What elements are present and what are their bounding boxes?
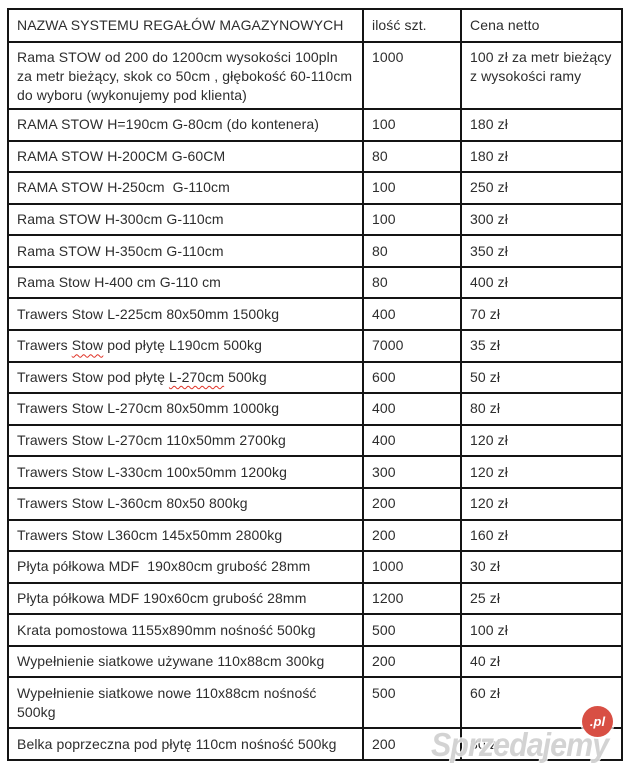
product-name-cell: Trawers Stow L-270cm 110x50mm 2700kg [7,423,364,458]
table-row: Trawers Stow L360cm 145x50mm 2800kg 200 16… [7,518,623,553]
price-cell: 50 zł [460,360,623,395]
table-row: Płyta półkowa MDF 190x80cm grubość 28mm 1… [7,550,623,584]
product-name-cell: Belka poprzeczna pod płytę 110cm nośność… [7,727,364,761]
table-row: Trawers Stow L-225cm 80x50mm 1500kg 400 70… [7,297,623,332]
product-name-cell: Rama STOW od 200 do 1200cm wysokości 100… [7,41,364,110]
quantity-cell: 100 [362,202,462,237]
price-cell: 120 zł [460,455,623,489]
quantity-cell: 300 [362,455,462,489]
price-table: NAZWA SYSTEMU REGAŁÓW MAGAZYNOWYCH ilość… [7,8,623,761]
price-cell: 30 zł [460,550,623,584]
quantity-cell: 7000 [362,329,462,363]
product-name-cell: Wypełnienie siatkowe nowe 110x88cm nośno… [7,676,364,730]
product-name-cell: Trawers Stow pod płytę L190cm 500kg [7,329,364,363]
table-row: Wypełnienie siatkowe nowe 110x88cm nośno… [7,676,623,730]
table-row: Krata pomostowa 1155x890mm nośność 500kg… [7,613,623,647]
quantity-cell: 500 [362,613,462,647]
misspelled-word: Stow [71,337,104,354]
quantity-cell: 80 [362,265,462,300]
product-name-cell: Rama STOW H-350cm G-110cm [7,234,364,268]
price-cell: 40 zł [460,644,623,679]
price-cell: 120 zł [460,486,623,521]
product-name-cell: Trawers Stow pod płytę L-270cm 500kg [7,360,364,395]
price-cell: 25 zł [460,581,623,616]
product-name-cell: RAMA STOW H=190cm G-80cm (do kontenera) [7,108,364,142]
product-name-cell: Płyta półkowa MDF 190x60cm grubość 28mm [7,581,364,616]
quantity-cell: 100 [362,171,462,205]
price-cell: 180 zł [460,108,623,142]
table-row: Rama STOW H-350cm G-110cm 80 350 zł [7,234,623,268]
product-name-cell: Płyta półkowa MDF 190x80cm grubość 28mm [7,550,364,584]
table-row: Trawers Stow L-360cm 80x50 800kg 200 120 z… [7,486,623,521]
table-body: Rama STOW od 200 do 1200cm wysokości 100… [7,41,623,761]
product-name-cell: Trawers Stow L-225cm 80x50mm 1500kg [7,297,364,332]
product-name-cell: Trawers Stow L360cm 145x50mm 2800kg [7,518,364,553]
header-net-price: Cena netto [460,8,623,43]
price-cell: 160 zł [460,518,623,553]
quantity-cell: 200 [362,518,462,553]
quantity-cell: 1200 [362,581,462,616]
table-row: RAMA STOW H-250cm G-110cm 100 250 zł [7,171,623,205]
table-row: Trawers Stow L-270cm 110x50mm 2700kg 400 1… [7,423,623,458]
quantity-cell: 100 [362,108,462,142]
price-cell: 70 zł [460,297,623,332]
table-row: Rama Stow H-400 cm G-110 cm 80 400 zł [7,265,623,300]
product-name-cell: Rama Stow H-400 cm G-110 cm [7,265,364,300]
table-row: Rama STOW H-300cm G-110cm 100 300 zł [7,202,623,237]
quantity-cell: 80 [362,139,462,174]
price-cell: 35 zł [460,329,623,363]
product-name-cell: Trawers Stow L-270cm 80x50mm 1000kg [7,392,364,426]
table-row: Trawers Stow L-270cm 80x50mm 1000kg 400 80… [7,392,623,426]
table-row: RAMA STOW H-200CM G-60CM 80 180 zł [7,139,623,174]
quantity-cell: 200 [362,644,462,679]
product-name-cell: Krata pomostowa 1155x890mm nośność 500kg [7,613,364,647]
quantity-cell: 400 [362,423,462,458]
price-cell: 400 zł [460,265,623,300]
quantity-cell: 400 [362,392,462,426]
quantity-cell: 200 [362,486,462,521]
price-cell: 100 zł [460,613,623,647]
table-row: Trawers Stow L-330cm 100x50mm 1200kg 300 1… [7,455,623,489]
product-name-cell: RAMA STOW H-200CM G-60CM [7,139,364,174]
quantity-cell: 600 [362,360,462,395]
price-cell: 100 zł za metr bieżący z wysokości ramy [460,41,623,110]
price-cell: 250 zł [460,171,623,205]
table-row: Rama STOW od 200 do 1200cm wysokości 100… [7,41,623,110]
price-cell: 180 zł [460,139,623,174]
quantity-cell: 1000 [362,41,462,110]
price-cell: 120 zł [460,423,623,458]
product-name-cell: Trawers Stow L-330cm 100x50mm 1200kg [7,455,364,489]
header-row: NAZWA SYSTEMU REGAŁÓW MAGAZYNOWYCH ilość… [7,8,623,43]
price-cell: 80 zł [460,392,623,426]
quantity-cell: 1000 [362,550,462,584]
misspelled-word: L-270cm [168,368,225,385]
quantity-cell: 400 [362,297,462,332]
price-sheet: NAZWA SYSTEMU REGAŁÓW MAGAZYNOWYCH ilość… [7,8,623,761]
table-row: Wypełnienie siatkowe używane 110x88cm 30… [7,644,623,679]
table-row: Trawers Stow pod płytę L190cm 500kg 7000 3… [7,329,623,363]
quantity-cell: 200 [362,727,462,761]
table-row: Płyta półkowa MDF 190x60cm grubość 28mm 1… [7,581,623,616]
watermark-pl-icon: .pl [582,706,613,737]
quantity-cell: 500 [362,676,462,730]
header-quantity: ilość szt. [362,8,462,43]
header-product-name: NAZWA SYSTEMU REGAŁÓW MAGAZYNOWYCH [7,8,364,43]
table-row: Trawers Stow pod płytę L-270cm 500kg 600 5… [7,360,623,395]
quantity-cell: 80 [362,234,462,268]
product-name-cell: Rama STOW H-300cm G-110cm [7,202,364,237]
table-header: NAZWA SYSTEMU REGAŁÓW MAGAZYNOWYCH ilość… [7,8,623,43]
product-name-cell: RAMA STOW H-250cm G-110cm [7,171,364,205]
product-name-cell: Trawers Stow L-360cm 80x50 800kg [7,486,364,521]
table-row: RAMA STOW H=190cm G-80cm (do kontenera) 1… [7,108,623,142]
price-cell: 350 zł [460,234,623,268]
product-name-cell: Wypełnienie siatkowe używane 110x88cm 30… [7,644,364,679]
table-row: Belka poprzeczna pod płytę 110cm nośność… [7,727,623,761]
price-cell: 300 zł [460,202,623,237]
